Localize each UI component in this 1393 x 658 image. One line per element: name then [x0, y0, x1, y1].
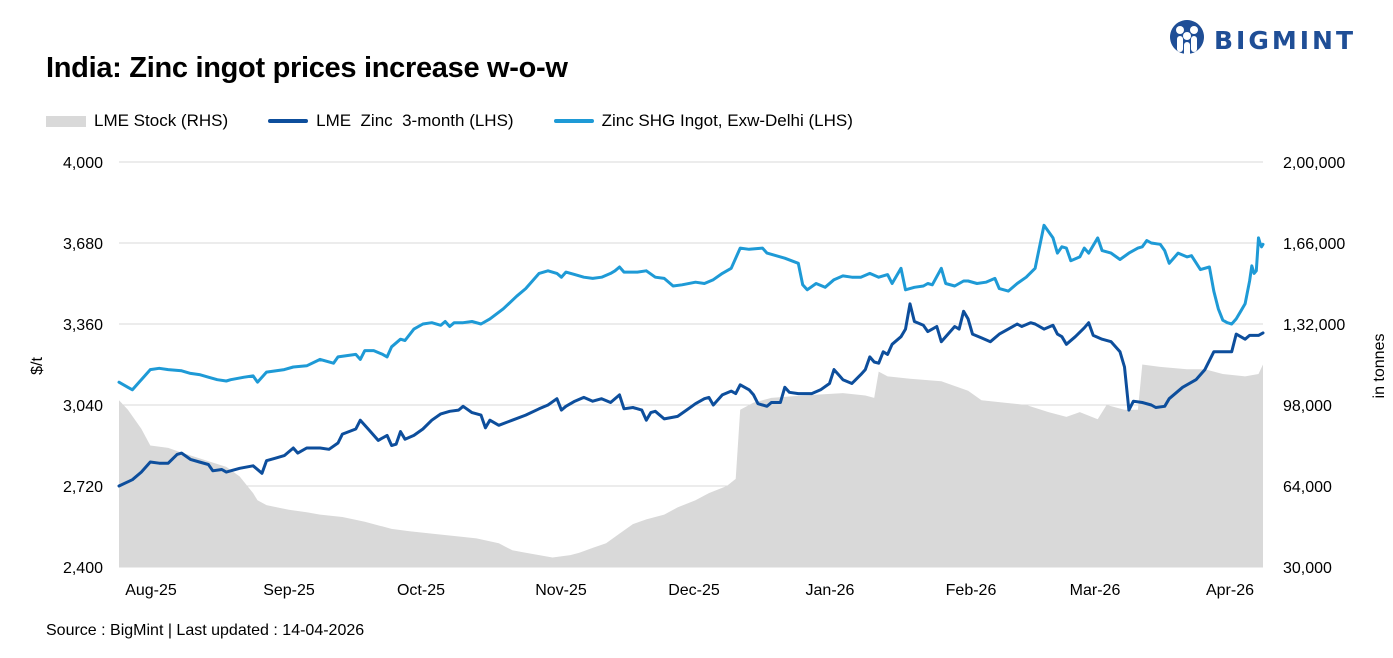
x-tick-label: Feb-26 [946, 582, 997, 599]
y-right-tick-label: 30,000 [1283, 560, 1332, 577]
legend-swatch-lme-stock [46, 115, 86, 127]
x-tick-label: Jan-26 [806, 582, 855, 599]
bigmint-logo-icon [1170, 20, 1205, 60]
y-left-tick-label: 2,400 [63, 560, 103, 577]
x-tick-label: Sep-25 [263, 582, 315, 599]
x-tick-label: Apr-26 [1206, 582, 1254, 599]
brand-logo: BIGMINT [1168, 16, 1356, 64]
x-tick-label: Mar-26 [1070, 582, 1121, 599]
legend-item-lme-zinc: LME Zinc 3-month (LHS) [268, 111, 514, 131]
x-tick-label: Dec-25 [668, 582, 720, 599]
y-right-tick-label: 1,32,000 [1283, 317, 1345, 334]
y-axis-right-title: in tonnes [1371, 334, 1388, 399]
y-axis-left-title: $/t [29, 357, 46, 375]
y-left-tick-label: 3,680 [63, 236, 103, 253]
y-left-tick-label: 2,720 [63, 479, 103, 496]
legend-label-lme-stock: LME Stock (RHS) [94, 111, 229, 130]
x-tick-label: Nov-25 [535, 582, 587, 599]
legend-item-zinc-shg: Zinc SHG Ingot, Exw-Delhi (LHS) [553, 111, 853, 131]
y-right-tick-label: 2,00,000 [1283, 155, 1345, 172]
legend-label-lme-zinc: LME Zinc 3-month (LHS) [316, 111, 514, 130]
series-line-lme-zinc [117, 302, 1265, 488]
x-tick-label: Aug-25 [125, 582, 177, 599]
y-left-tick-label: 3,040 [63, 398, 103, 415]
brand-name: BIGMINT [1214, 25, 1357, 55]
series-line-zinc-shg [117, 223, 1265, 392]
y-right-tick-label: 1,66,000 [1283, 236, 1345, 253]
y-right-tick-label: 64,000 [1283, 479, 1332, 496]
legend-label-zinc-shg: Zinc SHG Ingot, Exw-Delhi (LHS) [601, 111, 853, 130]
series-area-lme-stock [119, 364, 1263, 567]
x-tick-label: Oct-25 [397, 582, 445, 599]
y-left-tick-label: 4,000 [63, 155, 103, 172]
chart-legend: LME Stock (RHS) LME Zinc 3-month (LHS) Z… [46, 111, 893, 131]
source-note: Source : BigMint | Last updated : 14-04-… [46, 622, 365, 639]
legend-swatch-zinc-shg [553, 119, 594, 123]
legend-item-lme-stock: LME Stock (RHS) [46, 111, 228, 131]
legend-swatch-lme-zinc [268, 119, 309, 123]
y-right-tick-label: 98,000 [1283, 398, 1332, 415]
y-left-tick-label: 3,360 [63, 317, 103, 334]
chart-title: India: Zinc ingot prices increase w-o-w [46, 52, 568, 84]
